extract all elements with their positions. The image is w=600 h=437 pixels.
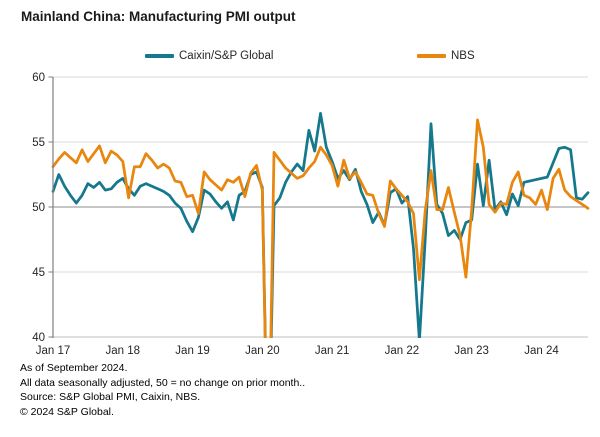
nbs-line-swatch <box>417 54 446 58</box>
y-axis-label-40: 40 <box>32 332 45 344</box>
chart-legend: Caixin/S&P Global NBS <box>0 50 600 66</box>
plot-area <box>51 112 590 338</box>
x-axis-label-jan-23: Jan 23 <box>454 345 489 357</box>
y-axis-label-55: 55 <box>32 137 45 149</box>
chart-title: Mainland China: Manufacturing PMI output <box>21 9 296 24</box>
y-axis-label-50: 50 <box>32 202 45 214</box>
legend-item-caixin: Caixin/S&P Global <box>145 50 273 62</box>
x-axis-label-jan-19: Jan 19 <box>175 345 210 357</box>
y-axis-label-45: 45 <box>32 267 45 279</box>
chart-footnotes: As of September 2024. All data seasonall… <box>20 361 305 419</box>
copyright-note: © 2024 S&P Global. <box>20 405 114 418</box>
legend-label-nbs: NBS <box>451 50 475 62</box>
legend-item-nbs: NBS <box>417 50 475 62</box>
adjustment-note: All data seasonally adjusted, 50 = no ch… <box>20 376 306 389</box>
asof-note: As of September 2024. <box>20 362 128 374</box>
nbs-series-line <box>51 118 590 338</box>
x-axis-label-jan-21: Jan 21 <box>315 345 350 357</box>
x-axis-label-jan-17: Jan 17 <box>36 345 71 357</box>
x-axis-label-jan-18: Jan 18 <box>106 345 141 357</box>
y-axis-label-60: 60 <box>32 72 45 84</box>
legend-label-caixin: Caixin/S&P Global <box>179 50 274 62</box>
x-axis-label-jan-22: Jan 22 <box>385 345 420 357</box>
caixin-line-swatch <box>145 54 174 58</box>
x-axis-label-jan-24: Jan 24 <box>524 345 559 357</box>
x-axis-label-jan-20: Jan 20 <box>245 345 280 357</box>
source-note: Source: S&P Global PMI, Caixin, NBS. <box>20 391 201 403</box>
